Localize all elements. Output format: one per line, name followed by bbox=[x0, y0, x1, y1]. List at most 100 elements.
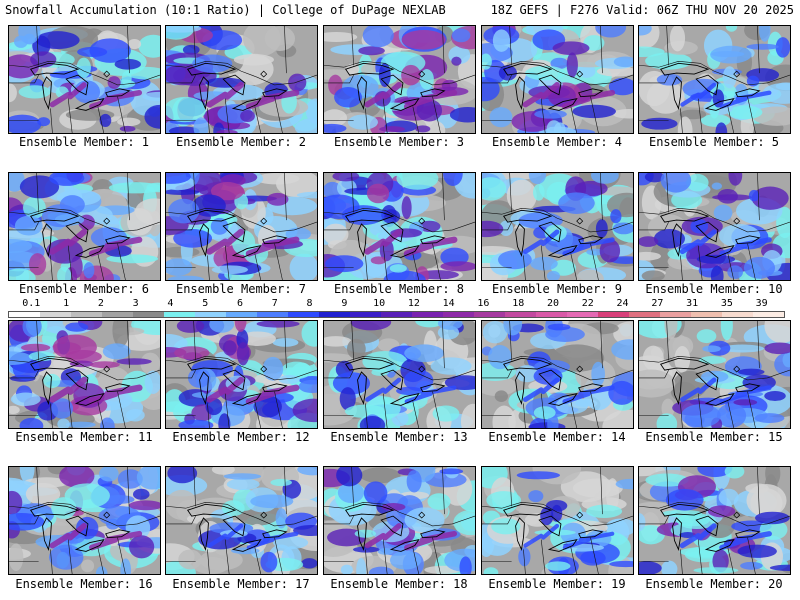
ensemble-member-map bbox=[481, 172, 634, 281]
station-marker bbox=[733, 70, 741, 78]
snow-blob bbox=[599, 239, 621, 263]
snow-blob bbox=[168, 198, 200, 224]
snow-band bbox=[49, 91, 71, 108]
snow-blob bbox=[9, 238, 33, 254]
snow-blob bbox=[142, 91, 160, 102]
colorbar-tick-label: 39 bbox=[755, 298, 768, 309]
lake-effect-bands bbox=[364, 81, 458, 110]
station-marker bbox=[733, 217, 741, 225]
snow-blob bbox=[696, 254, 736, 264]
colorbar-tick-label: 16 bbox=[477, 298, 490, 309]
state-border bbox=[9, 221, 39, 231]
snow-blob bbox=[256, 321, 300, 328]
snow-blob bbox=[551, 504, 563, 522]
snow-band bbox=[419, 89, 458, 102]
snow-blob bbox=[686, 173, 709, 192]
state-border bbox=[127, 321, 130, 369]
snow-band bbox=[419, 531, 458, 543]
snow-blob bbox=[260, 551, 278, 573]
snow-blob bbox=[43, 373, 61, 389]
colorbar-swatch bbox=[102, 312, 133, 317]
snow-blob bbox=[699, 356, 727, 364]
ensemble-member-label: Ensemble Member: 14 bbox=[488, 430, 626, 444]
state-border bbox=[274, 537, 283, 574]
lake-outline bbox=[420, 88, 446, 98]
ensemble-member-map bbox=[8, 320, 161, 429]
colorbar-swatch bbox=[350, 312, 381, 317]
state-border bbox=[482, 208, 633, 233]
ensemble-member-map bbox=[323, 320, 476, 429]
snow-blob bbox=[482, 220, 504, 238]
lake-outline bbox=[262, 529, 288, 539]
snow-blob bbox=[751, 186, 789, 210]
snow-band bbox=[104, 90, 143, 102]
state-border bbox=[36, 173, 39, 213]
snow-blob bbox=[64, 483, 110, 509]
lake-outline bbox=[695, 369, 719, 391]
snow-blob bbox=[14, 35, 28, 48]
state-border bbox=[224, 98, 230, 133]
snow-blob bbox=[418, 220, 441, 233]
colorbar-tick-label: 9 bbox=[341, 298, 348, 309]
snow-blob bbox=[440, 261, 475, 272]
snow-blob bbox=[324, 123, 347, 133]
snow-blob bbox=[125, 66, 160, 80]
snow-band bbox=[364, 532, 386, 549]
snow-band bbox=[697, 523, 717, 541]
snow-blob bbox=[558, 192, 595, 214]
state-border bbox=[639, 502, 790, 527]
snow-blob bbox=[226, 478, 260, 491]
state-border bbox=[351, 467, 354, 507]
colorbar-tick-label: 7 bbox=[271, 298, 278, 309]
snow-blob bbox=[166, 96, 207, 123]
snow-band bbox=[364, 238, 387, 255]
snow-blob bbox=[35, 31, 80, 50]
snowfall-field bbox=[166, 467, 317, 574]
state-border bbox=[50, 255, 53, 280]
snow-blob bbox=[144, 104, 160, 129]
snow-blob bbox=[166, 489, 198, 520]
snow-blob bbox=[728, 173, 743, 186]
colorbar-tick-label: 1 bbox=[63, 298, 70, 309]
station-marker bbox=[418, 511, 426, 519]
snow-blob bbox=[775, 37, 790, 58]
ensemble-member-label: Ensemble Member: 8 bbox=[333, 282, 465, 296]
snow-blob bbox=[486, 491, 522, 510]
snow-blob bbox=[65, 322, 89, 332]
state-border bbox=[747, 537, 756, 574]
snow-blob bbox=[443, 173, 463, 186]
snowfall-field bbox=[9, 467, 160, 574]
snow-blob bbox=[606, 478, 620, 512]
state-border bbox=[727, 106, 735, 133]
station-marker bbox=[576, 365, 584, 373]
colorbar-swatch bbox=[164, 312, 195, 317]
snow-blob bbox=[460, 403, 475, 428]
lake-outline bbox=[672, 517, 682, 551]
state-border bbox=[666, 321, 669, 361]
snowfall-field bbox=[482, 173, 633, 280]
snow-blob bbox=[432, 405, 460, 422]
snow-band bbox=[578, 237, 615, 249]
lake-outline bbox=[65, 221, 89, 243]
snow-blob bbox=[494, 390, 508, 402]
lake-outline bbox=[695, 221, 719, 243]
state-border bbox=[166, 61, 317, 86]
snow-blob bbox=[178, 419, 214, 428]
snow-blob bbox=[250, 494, 294, 509]
snow-band bbox=[224, 376, 245, 395]
snow-blob bbox=[362, 26, 394, 48]
colorbar-swatch bbox=[195, 312, 226, 317]
snow-blob bbox=[711, 182, 722, 190]
state-border bbox=[324, 74, 354, 84]
ensemble-member-label: Ensemble Member: 1 bbox=[18, 135, 150, 149]
snow-blob bbox=[324, 223, 349, 246]
snow-band bbox=[104, 236, 143, 249]
snow-blob bbox=[336, 467, 363, 487]
lake-outline bbox=[660, 503, 710, 517]
snow-blob bbox=[9, 114, 42, 133]
ensemble-member-map bbox=[638, 320, 791, 429]
ensemble-member-label: Ensemble Member: 3 bbox=[333, 135, 465, 149]
lake-outline bbox=[231, 244, 262, 258]
snow-blob bbox=[128, 500, 160, 511]
lake-outline bbox=[660, 357, 710, 371]
